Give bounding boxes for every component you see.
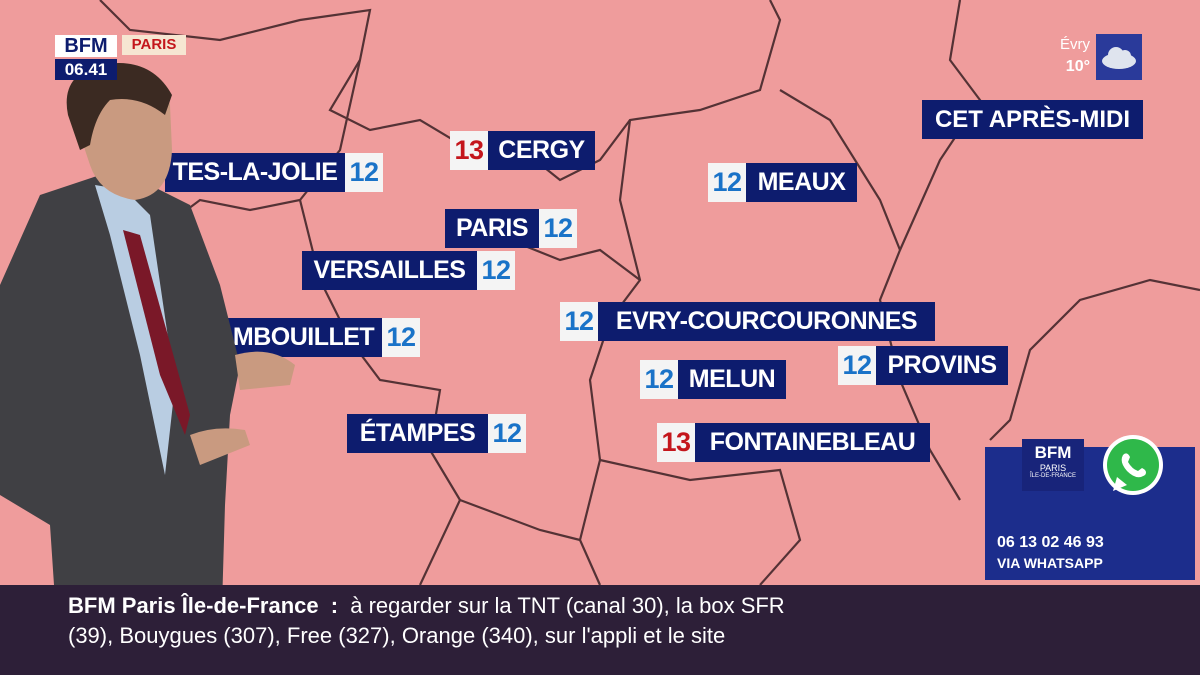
- ticker-brand: BFM Paris Île-de-France: [68, 593, 319, 618]
- city-name: FONTAINEBLEAU: [695, 423, 930, 462]
- ticker-line: à regarder sur la TNT (canal 30), la box…: [350, 593, 785, 618]
- clock: 06.41: [55, 59, 117, 80]
- city-label: 12 MEAUX: [708, 163, 857, 202]
- phone: 06 13 02 46 93: [997, 534, 1104, 551]
- city-label: 12 MELUN: [640, 360, 786, 399]
- city-temp: 12: [560, 302, 598, 341]
- ticker-line: (39), Bouygues (307), Free (327), Orange…: [68, 623, 726, 648]
- logo: BFM: [55, 35, 117, 57]
- logo-sub: ÎLE-DE-FRANCE: [1029, 473, 1076, 479]
- city-name: EVRY-COURCOURONNES: [598, 302, 935, 341]
- city-temp: 12: [477, 251, 515, 290]
- weather-icon: [1096, 34, 1142, 80]
- city-name: ÉTAMPES: [347, 414, 488, 453]
- city-temp: 13: [657, 423, 695, 462]
- city-label: PARIS 12: [445, 209, 577, 248]
- city-label: VERSAILLES 12: [302, 251, 515, 290]
- city-name: PARIS: [445, 209, 539, 248]
- city-name: MELUN: [678, 360, 786, 399]
- city-temp: 12: [382, 318, 420, 357]
- channel: PARIS: [122, 35, 186, 55]
- city-name: CERGY: [488, 131, 595, 170]
- city-name: VERSAILLES: [302, 251, 477, 290]
- whatsapp-icon: [1103, 435, 1163, 495]
- whatsapp-box: BFM PARIS ÎLE-DE-FRANCE 06 13 02 46 93 V…: [985, 435, 1195, 580]
- city-label: TES-LA-JOLIE 12: [165, 153, 383, 192]
- city-temp: 13: [450, 131, 488, 170]
- presenter: [0, 63, 295, 675]
- city-temp: 12: [488, 414, 526, 453]
- city-name: TES-LA-JOLIE: [165, 153, 345, 192]
- ticker-separator: :: [330, 593, 339, 618]
- city-label: 12 PROVINS: [838, 346, 1008, 385]
- city-temp: 12: [640, 360, 678, 399]
- city-temp: 12: [708, 163, 746, 202]
- city-label: ÉTAMPES 12: [347, 414, 526, 453]
- logo-text: BFM: [1034, 443, 1072, 462]
- city-name: MEAUX: [746, 163, 857, 202]
- city-label: 13 FONTAINEBLEAU: [657, 423, 930, 462]
- now-temp: 10°: [1065, 58, 1090, 75]
- city-temp: 12: [345, 153, 383, 192]
- city-temp: 12: [838, 346, 876, 385]
- whatsapp-logo: BFM PARIS ÎLE-DE-FRANCE: [1022, 439, 1084, 491]
- city-name: PROVINS: [876, 346, 1008, 385]
- whatsapp-label: VIA WHATSAPP: [997, 555, 1103, 571]
- city-label: 13 CERGY: [450, 131, 595, 170]
- now-city: Évry: [1060, 36, 1090, 53]
- period-label: CET APRÈS-MIDI: [922, 100, 1143, 139]
- ticker: BFM Paris Île-de-France : à regarder sur…: [0, 585, 1200, 675]
- logo-sub: PARIS: [1039, 463, 1067, 473]
- city-temp: 12: [539, 209, 577, 248]
- city-label: 12 EVRY-COURCOURONNES: [560, 302, 935, 341]
